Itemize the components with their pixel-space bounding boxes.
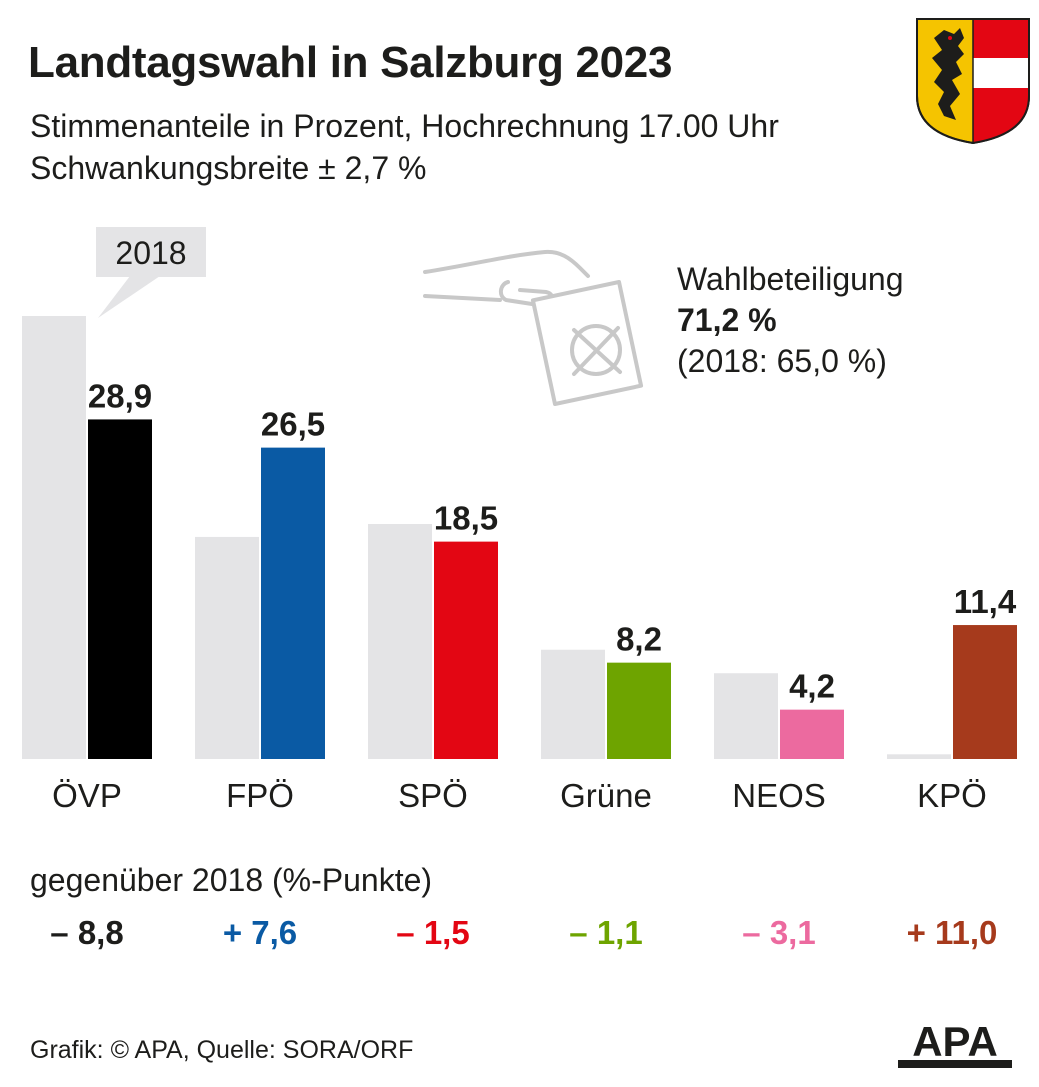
chart-title: Landtagswahl in Salzburg 2023 [28,38,673,87]
turnout-block: Wahlbeteiligung 71,2 % (2018: 65,0 %) [677,259,904,382]
change-heading: gegenüber 2018 (%-Punkte) [30,862,433,898]
change-value-ovp: – 8,8 [50,914,124,951]
salzburg-crest-icon [916,18,1030,145]
bar-2023-kpo [953,625,1017,759]
change-value-fpo: + 7,6 [222,914,298,951]
bar-2023-fpo [261,447,325,759]
category-label-fpo: FPÖ [226,777,294,814]
bar-2018-kpo [887,754,951,759]
bar-2023-ovp [88,419,152,759]
apa-logo-text: APA [912,1018,998,1065]
turnout-value: 71,2 % [677,302,777,338]
ballot-hand-icon [423,249,644,406]
change-value-spo: – 1,5 [396,914,470,951]
chart-subtitle-line2: Schwankungsbreite ± 2,7 % [30,150,427,186]
bar-2023-neos [780,709,844,759]
change-value-kpo: + 11,0 [906,914,998,951]
apa-logo: APA [898,1018,1012,1068]
turnout-previous: (2018: 65,0 %) [677,343,887,379]
legend-label-2018: 2018 [115,235,186,271]
category-label-grune: Grüne [560,777,652,814]
legend-callout-2018: 2018 [96,227,206,318]
category-label-ovp: ÖVP [52,777,122,814]
value-label-fpo: 26,5 [261,406,325,443]
bar-2018-grune [541,649,605,759]
value-label-neos: 4,2 [789,668,835,705]
bar-2023-spo [434,541,498,759]
value-label-spo: 18,5 [434,500,498,537]
value-label-kpo: 11,4 [954,583,1017,620]
bar-2018-spo [368,524,432,759]
chart-subtitle-line1: Stimmenanteile in Prozent, Hochrechnung … [30,108,779,144]
turnout-label: Wahlbeteiligung [677,261,904,297]
change-value-neos: – 3,1 [742,914,816,951]
bar-2018-fpo [195,536,259,759]
value-label-grune: 8,2 [616,621,662,658]
bar-2018-neos [714,673,778,759]
bar-2023-grune [607,662,671,759]
category-label-spo: SPÖ [398,777,468,814]
value-label-ovp: 28,9 [88,377,152,414]
bar-2018-ovp [22,316,86,759]
change-row: – 8,8 + 7,6 – 1,5 – 1,1 – 3,1 + 11,0 [0,914,1039,958]
source-footer: Grafik: © APA, Quelle: SORA/ORF [30,1036,414,1064]
category-label-kpo: KPÖ [917,777,987,814]
category-label-neos: NEOS [732,777,826,814]
change-value-grune: – 1,1 [569,914,643,951]
